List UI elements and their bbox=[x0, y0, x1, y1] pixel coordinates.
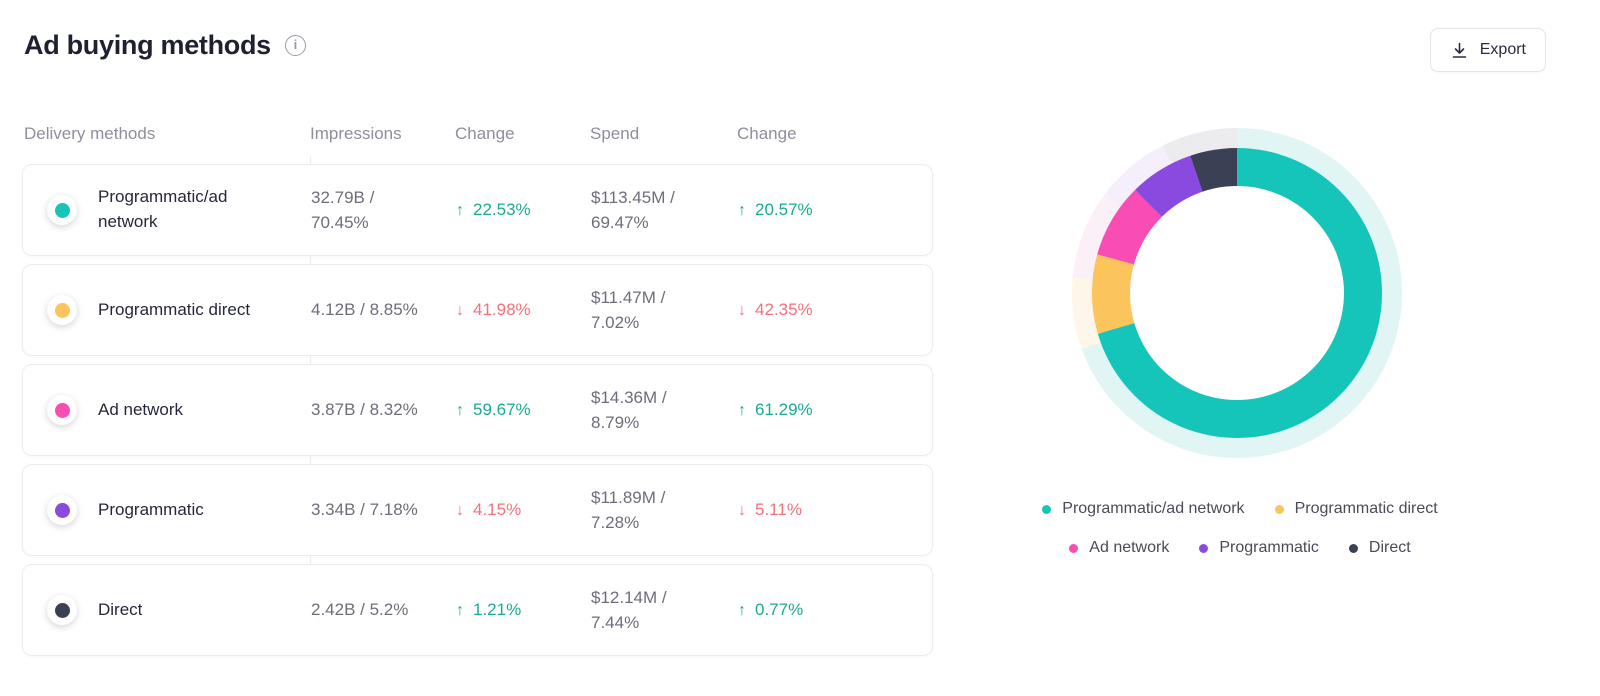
change-value: 59.67% bbox=[473, 400, 531, 419]
series-dot-halo bbox=[47, 195, 77, 225]
legend-color-dot bbox=[1069, 543, 1079, 553]
change-value: 20.57% bbox=[755, 200, 813, 219]
legend-label: Programmatic bbox=[1219, 539, 1319, 556]
up-arrow-icon: ↑ bbox=[738, 602, 746, 619]
up-arrow-icon: ↑ bbox=[738, 202, 746, 219]
legend-label: Programmatic/ad network bbox=[1062, 500, 1245, 517]
change-value: 0.77% bbox=[755, 600, 804, 619]
delivery-method-cell: Direct bbox=[23, 595, 311, 625]
delivery-method-cell: Programmatic direct bbox=[23, 295, 311, 325]
spend-change: ↓ 42.35% bbox=[738, 300, 932, 320]
column-header: Impressions bbox=[310, 124, 402, 143]
donut-hole bbox=[1130, 186, 1344, 400]
series-color-dot bbox=[54, 202, 70, 218]
legend-label: Direct bbox=[1368, 539, 1411, 556]
delivery-method-name: Programmatic/ad network bbox=[98, 187, 228, 231]
legend-row: Ad network Programmatic Direct bbox=[1069, 539, 1411, 557]
legend-item[interactable]: Direct bbox=[1348, 539, 1411, 557]
delivery-method-cell: Programmatic/ad network bbox=[23, 185, 311, 234]
change-value: 22.53% bbox=[473, 200, 531, 219]
series-dot-halo bbox=[47, 295, 77, 325]
spend-change: ↑ 61.29% bbox=[738, 400, 932, 420]
impressions-change: ↓ 4.15% bbox=[456, 500, 591, 520]
info-icon[interactable]: i bbox=[284, 35, 306, 56]
impressions-value: 3.34B / 7.18% bbox=[311, 500, 418, 520]
column-header: Delivery methods bbox=[24, 124, 156, 143]
delivery-method-cell: Ad network bbox=[23, 395, 311, 425]
legend-label: Programmatic direct bbox=[1294, 500, 1438, 517]
spend-value: $12.14M / 7.44% bbox=[591, 587, 667, 633]
spend-value: $11.89M / 7.28% bbox=[591, 487, 666, 533]
table-rows: Programmatic/ad network 32.79B / 70.45% ↑ 2… bbox=[22, 164, 933, 656]
down-arrow-icon: ↓ bbox=[456, 302, 464, 319]
download-icon bbox=[1450, 41, 1469, 60]
panel-header: Ad buying methods i bbox=[24, 30, 306, 61]
export-button[interactable]: Export bbox=[1429, 28, 1546, 72]
impressions-value: 2.42B / 5.2% bbox=[311, 600, 409, 620]
impressions-value: 4.12B / 8.85% bbox=[311, 300, 418, 320]
impressions-change: ↓ 41.98% bbox=[456, 300, 591, 320]
up-arrow-icon: ↑ bbox=[738, 402, 746, 419]
page-title: Ad buying methods bbox=[24, 30, 271, 60]
delivery-method-name: Ad network bbox=[98, 399, 184, 419]
change-value: 61.29% bbox=[755, 400, 813, 419]
impressions-change: ↑ 1.21% bbox=[456, 600, 591, 620]
spend-change: ↑ 0.77% bbox=[738, 600, 932, 620]
spend-value: $11.47M / 7.02% bbox=[591, 287, 666, 333]
change-value: 41.98% bbox=[473, 300, 531, 319]
table-row: Ad network 3.87B / 8.32% ↑ 59.67% $14.36M / … bbox=[22, 364, 933, 456]
delivery-method-name: Programmatic direct bbox=[98, 299, 251, 319]
up-arrow-icon: ↑ bbox=[456, 202, 464, 219]
legend-row: Programmatic/ad network Programmatic dire… bbox=[1042, 500, 1438, 518]
spend-value: $113.45M / 69.47% bbox=[591, 187, 675, 233]
change-value: 4.15% bbox=[473, 500, 522, 519]
table-row: Programmatic/ad network 32.79B / 70.45% ↑ 2… bbox=[22, 164, 933, 256]
series-dot-halo bbox=[47, 595, 77, 625]
change-value: 5.11% bbox=[755, 500, 802, 519]
legend-item[interactable]: Ad network bbox=[1069, 539, 1169, 557]
impressions-value: 3.87B / 8.32% bbox=[311, 400, 418, 420]
impressions-value: 32.79B / 70.45% bbox=[311, 187, 375, 233]
legend-item[interactable]: Programmatic direct bbox=[1274, 500, 1438, 518]
donut-chart[interactable] bbox=[1072, 128, 1402, 458]
table-row: Programmatic direct 4.12B / 8.85% ↓ 41.98% $… bbox=[22, 264, 933, 356]
column-header: Change bbox=[455, 124, 515, 143]
impressions-change: ↑ 59.67% bbox=[456, 400, 591, 420]
down-arrow-icon: ↓ bbox=[738, 502, 746, 519]
column-header: Change bbox=[737, 124, 797, 143]
series-color-dot bbox=[54, 402, 70, 418]
series-color-dot bbox=[54, 302, 70, 318]
up-arrow-icon: ↑ bbox=[456, 602, 464, 619]
table-header: Delivery methods Impressions Change Spend Ch… bbox=[24, 124, 927, 144]
change-value: 42.35% bbox=[755, 300, 813, 319]
series-color-dot bbox=[54, 502, 70, 518]
spend-value: $14.36M / 8.79% bbox=[591, 387, 667, 433]
up-arrow-icon: ↑ bbox=[456, 402, 464, 419]
legend-item[interactable]: Programmatic/ad network bbox=[1042, 500, 1245, 518]
series-color-dot bbox=[54, 602, 70, 618]
down-arrow-icon: ↓ bbox=[738, 302, 746, 319]
legend-color-dot bbox=[1042, 504, 1052, 514]
table-row: Programmatic 3.34B / 7.18% ↓ 4.15% $11.89M /… bbox=[22, 464, 933, 556]
legend-color-dot bbox=[1348, 543, 1358, 553]
series-dot-halo bbox=[47, 395, 77, 425]
table-row: Direct 2.42B / 5.2% ↑ 1.21% $12.14M / 7.44% ↑… bbox=[22, 564, 933, 656]
legend-item[interactable]: Programmatic bbox=[1199, 539, 1319, 557]
impressions-change: ↑ 22.53% bbox=[456, 200, 591, 220]
delivery-method-name: Programmatic bbox=[98, 499, 204, 519]
legend-color-dot bbox=[1199, 543, 1209, 553]
export-button-label: Export bbox=[1479, 41, 1526, 58]
down-arrow-icon: ↓ bbox=[456, 502, 464, 519]
spend-change: ↑ 20.57% bbox=[738, 200, 932, 220]
delivery-method-name: Direct bbox=[98, 599, 143, 619]
series-dot-halo bbox=[47, 495, 77, 525]
spend-change: ↓ 5.11% bbox=[738, 500, 932, 520]
chart-legend: Programmatic/ad network Programmatic dire… bbox=[972, 500, 1508, 557]
legend-color-dot bbox=[1274, 504, 1284, 514]
change-value: 1.21% bbox=[473, 600, 522, 619]
delivery-method-cell: Programmatic bbox=[23, 495, 311, 525]
column-header: Spend bbox=[590, 124, 640, 143]
legend-label: Ad network bbox=[1089, 539, 1170, 556]
